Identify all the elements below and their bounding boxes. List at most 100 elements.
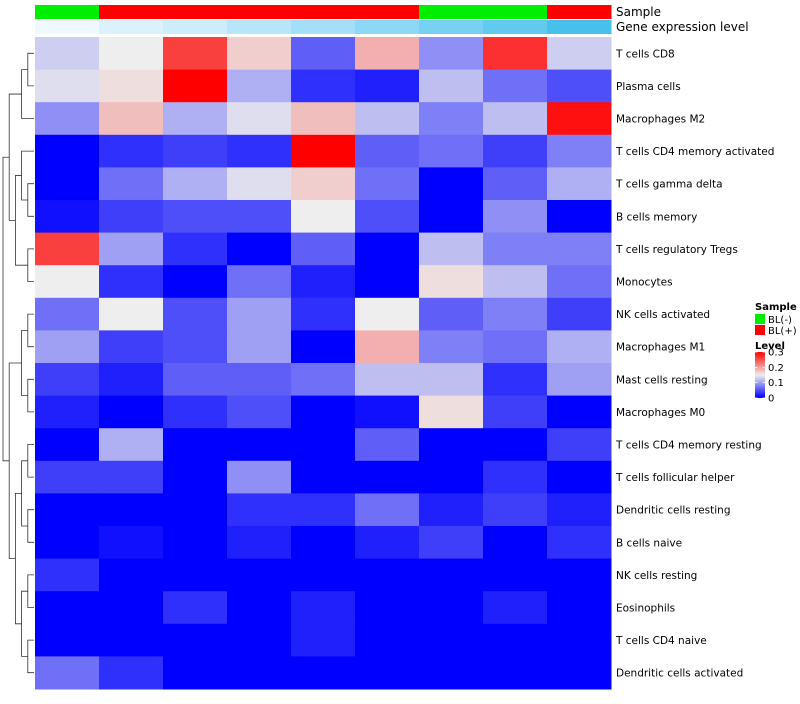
heatmap-cell — [355, 297, 420, 331]
heatmap-cell — [291, 167, 356, 201]
heatmap-cell — [35, 526, 100, 560]
heatmap-cell — [35, 134, 100, 168]
heatmap-cell — [35, 558, 100, 592]
heatmap-cell — [355, 428, 420, 462]
row-label: T cells follicular helper — [615, 472, 735, 484]
row-label: T cells CD4 memory resting — [615, 440, 762, 452]
heatmap-cell — [99, 460, 164, 494]
dendrogram-branch — [27, 248, 34, 282]
heatmap-cell — [227, 134, 292, 168]
heatmap-cell — [419, 297, 484, 331]
heatmap-cell — [99, 102, 164, 136]
heatmap-cell — [419, 591, 484, 625]
heatmap-cell — [163, 330, 228, 364]
row-label: T cells CD4 memory activated — [615, 146, 774, 158]
row-label: Dendritic cells resting — [616, 505, 731, 517]
heatmap-cell — [35, 623, 100, 657]
heatmap-cell — [355, 167, 420, 201]
heatmap-cell — [483, 395, 548, 429]
row-label: T cells gamma delta — [615, 179, 723, 191]
expression-annotation-cell — [483, 20, 548, 34]
heatmap-cell — [35, 591, 100, 625]
heatmap-cell — [355, 37, 420, 71]
expression-annotation-cell — [547, 20, 612, 34]
heatmap-cell — [227, 330, 292, 364]
legend-tick-label: 0 — [768, 394, 774, 405]
legend-color-bar — [755, 352, 765, 398]
heatmap-cell — [355, 656, 420, 690]
heatmap-cell — [547, 69, 612, 103]
dendrogram-branch — [27, 574, 34, 608]
heatmap-cell — [227, 200, 292, 234]
heatmap-cell — [483, 102, 548, 136]
sample-annotation-cell — [35, 5, 100, 19]
heatmap-cell — [291, 526, 356, 560]
heatmap-cell — [163, 558, 228, 592]
dendrogram-branch — [21, 590, 28, 657]
heatmap-cell — [291, 297, 356, 331]
heatmap-cell — [35, 363, 100, 397]
heatmap-cell — [227, 558, 292, 592]
heatmap-cell — [35, 460, 100, 494]
heatmap-cell — [35, 493, 100, 527]
row-label: T cells regulatory Tregs — [615, 244, 738, 256]
heatmap-cell — [291, 37, 356, 71]
heatmap-cell — [483, 526, 548, 560]
heatmap-cell — [227, 623, 292, 657]
heatmap-cell — [227, 656, 292, 690]
heatmap-cell — [163, 37, 228, 71]
annotation-track-label: Sample — [616, 5, 661, 19]
heatmap-cell — [163, 591, 228, 625]
heatmap-cell — [483, 591, 548, 625]
heatmap-cell — [291, 265, 356, 299]
dendrogram-branch — [27, 183, 34, 217]
heatmap-cell — [419, 363, 484, 397]
sample-annotation-cell — [163, 5, 228, 19]
heatmap-cell — [355, 623, 420, 657]
row-label: T cells CD8 — [615, 48, 675, 60]
row-label: NK cells resting — [616, 570, 697, 582]
heatmap-cell — [291, 363, 356, 397]
heatmap-cell — [35, 69, 100, 103]
heatmap-cell — [483, 330, 548, 364]
heatmap-cell — [291, 134, 356, 168]
heatmap-cell — [547, 623, 612, 657]
heatmap-cell — [35, 232, 100, 266]
heatmap-cell — [99, 493, 164, 527]
heatmap-cell — [35, 297, 100, 331]
heatmap-cell — [99, 37, 164, 71]
row-dendrogram — [2, 52, 34, 674]
dendrogram-branch — [27, 509, 34, 543]
heatmap-cell — [291, 395, 356, 429]
heatmap-cell — [547, 134, 612, 168]
heatmap-cell — [291, 493, 356, 527]
heatmap-cell — [483, 428, 548, 462]
expression-annotation-cell — [163, 20, 228, 34]
heatmap-cell — [163, 493, 228, 527]
row-label: Macrophages M1 — [616, 342, 705, 354]
heatmap-cell — [227, 167, 292, 201]
sample-annotation-cell — [291, 5, 356, 19]
heatmap-cell — [227, 265, 292, 299]
heatmap-cell — [419, 232, 484, 266]
row-label: B cells naive — [616, 537, 682, 549]
heatmap-cell — [291, 558, 356, 592]
expression-annotation-cell — [227, 20, 292, 34]
heatmap-cell — [547, 526, 612, 560]
dendrogram-branch — [27, 378, 34, 413]
heatmap-cell — [355, 526, 420, 560]
heatmap-cell — [227, 526, 292, 560]
sample-annotation-cell — [419, 5, 484, 19]
heatmap-cell — [163, 395, 228, 429]
heatmap-cell — [547, 297, 612, 331]
heatmap-cell — [35, 37, 100, 71]
sample-annotation-cell — [355, 5, 420, 19]
heatmap-cell — [291, 200, 356, 234]
heatmap-cell — [547, 265, 612, 299]
dendrogram-branch — [15, 493, 22, 625]
heatmap-cell — [547, 167, 612, 201]
heatmap-cell — [291, 330, 356, 364]
heatmap-cell — [355, 395, 420, 429]
heatmap-cell — [419, 167, 484, 201]
